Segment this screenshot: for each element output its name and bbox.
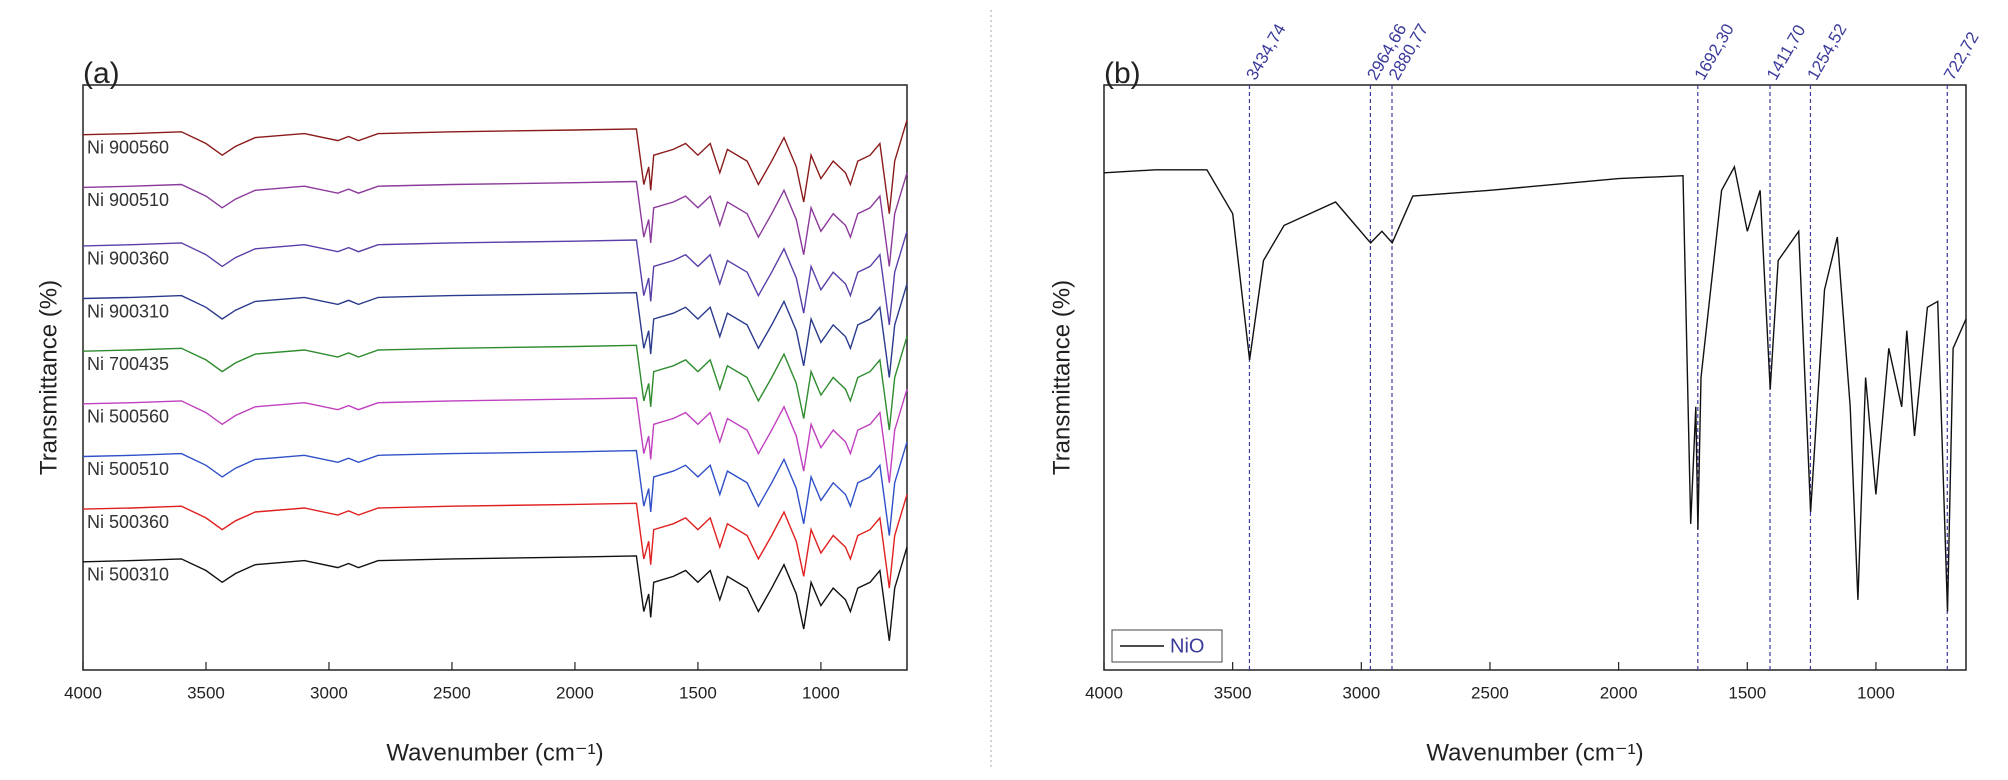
spectrum-line: [82, 441, 908, 536]
spectrum-line: [82, 336, 908, 431]
spectrum-line: [82, 388, 908, 483]
legend-label: NiO: [1170, 635, 1204, 657]
series-label: Ni 500360: [87, 512, 169, 532]
peak-label: 1692,30: [1691, 21, 1738, 84]
series-label: Ni 500510: [87, 459, 169, 479]
x-tick-label: 4000: [64, 683, 102, 702]
x-tick-label: 4000: [1085, 683, 1123, 702]
y-axis-title: Transmittance (%): [1048, 280, 1075, 475]
series-label: Ni 500310: [87, 565, 169, 585]
x-axis-title: Wavenumber (cm⁻¹): [1426, 739, 1643, 766]
peak-label: 722,72: [1940, 29, 1982, 84]
y-axis-title: Transmittance (%): [35, 280, 62, 475]
x-tick-label: 3500: [187, 683, 225, 702]
x-tick-label: 3500: [1214, 683, 1252, 702]
spectrum-line: [82, 283, 908, 378]
spectrum-line: [1103, 164, 1967, 612]
series-label: Ni 700435: [87, 354, 169, 374]
peak-label: 1254,52: [1803, 21, 1850, 84]
x-tick-label: 2000: [1600, 683, 1638, 702]
spectrum-line: [82, 119, 908, 214]
x-tick-label: 1000: [1857, 683, 1895, 702]
panel-title: (a): [83, 57, 120, 90]
series-label: Ni 900310: [87, 301, 169, 321]
spectrum-line: [82, 172, 908, 267]
x-tick-label: 2500: [1471, 683, 1509, 702]
x-tick-label: 1500: [679, 683, 717, 702]
plot-frame: [82, 84, 908, 671]
x-tick-label: 3000: [1342, 683, 1380, 702]
spectrum-line: [82, 494, 908, 589]
x-axis-title: Wavenumber (cm⁻¹): [386, 739, 603, 766]
panel-title: (b): [1104, 57, 1141, 90]
x-tick-label: 2500: [433, 683, 471, 702]
series-label: Ni 900360: [87, 249, 169, 269]
spectrum-line: [82, 546, 908, 641]
x-tick-label: 2000: [556, 683, 594, 702]
x-tick-label: 1000: [802, 683, 840, 702]
series-label: Ni 900560: [87, 137, 169, 157]
series-label: Ni 500560: [87, 407, 169, 427]
series-label: Ni 900510: [87, 190, 169, 210]
spectrum-line: [82, 231, 908, 325]
plot-frame: [1103, 84, 1967, 671]
x-tick-label: 1500: [1728, 683, 1766, 702]
peak-label: 3434,74: [1242, 21, 1289, 84]
x-tick-label: 3000: [310, 683, 348, 702]
